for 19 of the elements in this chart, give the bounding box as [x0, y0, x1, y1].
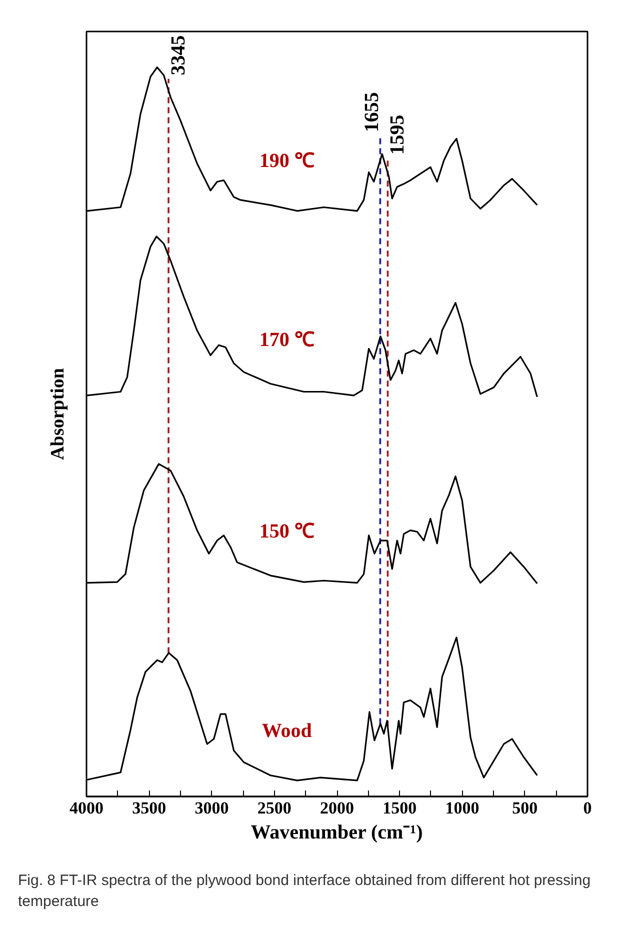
series-label: Wood — [262, 720, 312, 742]
x-tick-label: 4000 — [70, 798, 104, 818]
x-tick-label: 2000 — [320, 798, 354, 818]
x-tick-label: 1000 — [445, 798, 480, 818]
series-label: 170 ℃ — [259, 329, 314, 352]
ref-line-label: 1655 — [361, 92, 384, 132]
ref-line-label: 3345 — [168, 35, 190, 76]
series-label: 190 ℃ — [259, 150, 314, 172]
caption: Fig. 8 FT-IR spectra of the plywood bond interface obtained from different hot pressing temperature — [18, 871, 592, 912]
ref-line-label: 1595 — [386, 114, 409, 155]
x-axis-title: Wavenumber (cm⁻¹) — [250, 822, 423, 844]
x-tick-label: 1500 — [382, 798, 417, 818]
x-tick-label: 0 — [583, 798, 592, 818]
x-tick-label: 3000 — [194, 798, 229, 818]
x-tick-label: 2500 — [257, 798, 292, 818]
series-label: 150 ℃ — [259, 520, 314, 542]
y-axis-title: Absorption — [48, 368, 68, 460]
x-tick-label: 500 — [512, 798, 538, 818]
x-tick-label: 3500 — [132, 798, 166, 818]
